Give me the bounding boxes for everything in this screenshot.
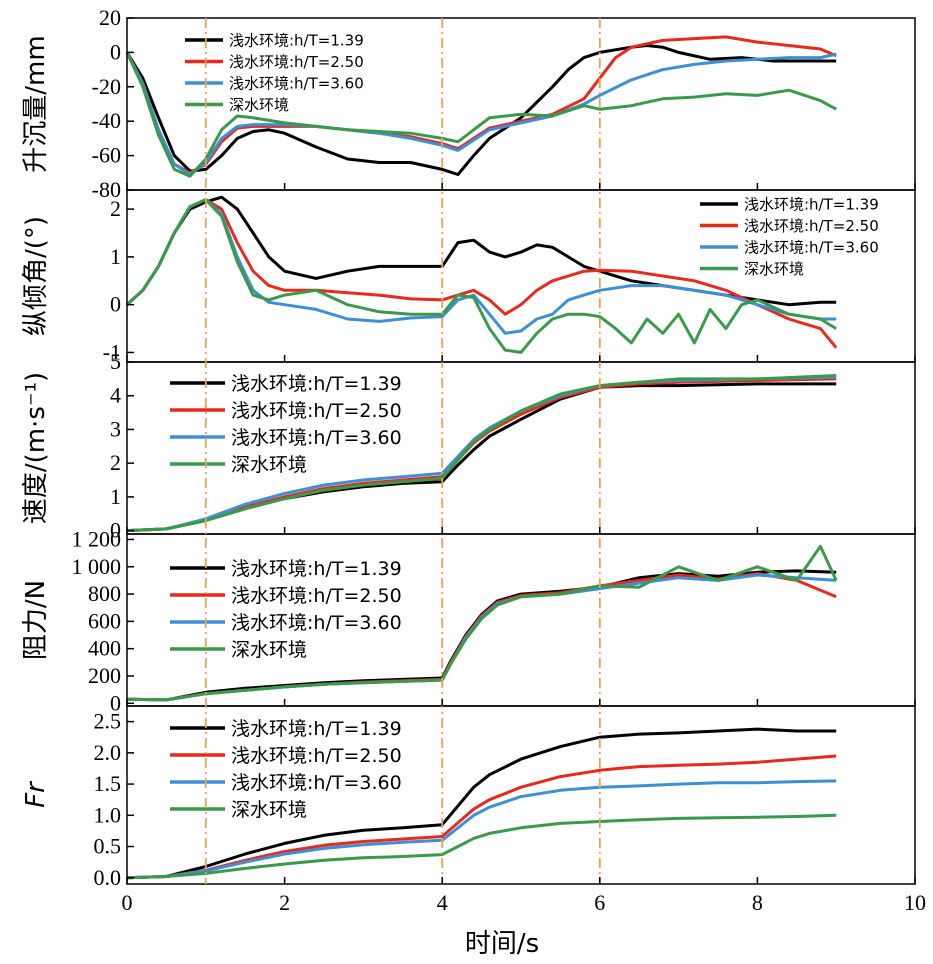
legend-label: 浅水环境:h/T=3.60 (231, 772, 402, 794)
panel-3: 5 4 3 2 1 0 速度/(m·s⁻¹) 浅水环境:h/T=1.39 浅水环境:h/T=2.… (21, 349, 916, 543)
y-tick-label: 0.0 (94, 865, 122, 890)
y-tick-label: 600 (88, 608, 121, 633)
legend-label: 浅水环境:h/T=1.39 (744, 195, 879, 213)
legend-label: 深水环境 (744, 260, 804, 278)
x-axis-label: 时间/s (465, 929, 539, 959)
x-tick-label: 6 (594, 890, 605, 915)
y-tick-label: 1 (110, 244, 121, 269)
series-line-1 (125, 44, 837, 176)
x-tick-label: 4 (437, 890, 448, 915)
y-tick-label: 0 (110, 39, 121, 64)
legend: 浅水环境:h/T=1.39 浅水环境:h/T=2.50 浅水环境:h/T=3.60 深… (170, 373, 402, 476)
y-tick-label: 2.5 (94, 709, 122, 734)
y-tick-label: 1.0 (94, 802, 122, 827)
y-tick-label: 1.5 (94, 771, 122, 796)
panel-2: 210-1纵倾角/(°)浅水环境:h/T=1.39浅水环境:h/T=2.50浅水… (21, 189, 916, 364)
y-tick-label: 200 (88, 663, 121, 688)
y-tick-label: -20 (92, 74, 121, 99)
legend: 浅水环境:h/T=1.39 浅水环境:h/T=2.50 浅水环境:h/T=3.60 深… (185, 31, 364, 114)
legend-label: 浅水环境:h/T=3.60 (229, 74, 364, 92)
y-tick-label: 800 (88, 581, 121, 606)
series-line-4 (126, 813, 837, 880)
series-line-2 (126, 754, 837, 880)
panel-5: 2.52.01.51.00.50.0Fr浅水环境:h/T=1.39浅水环境:h/… (21, 705, 916, 890)
y-tick-label: 2 (110, 450, 121, 475)
series-line-4 (126, 374, 837, 533)
y-tick-label: 5 (110, 349, 121, 374)
y-tick-label: 0.5 (94, 834, 122, 859)
legend-label: 浅水环境:h/T=1.39 (231, 718, 402, 740)
y-axis-label: 阻力/N (21, 580, 51, 660)
legend-label: 深水环境 (231, 454, 307, 476)
legend-label: 深水环境 (231, 639, 307, 661)
y-tick-label: 1 200 (72, 526, 122, 551)
legend-label: 浅水环境:h/T=1.39 (229, 31, 364, 49)
y-tick-label: -60 (92, 143, 121, 168)
series-line-1 (126, 727, 837, 880)
series-line-3 (126, 779, 837, 880)
series-line-4 (126, 544, 838, 702)
x-tick-label: 2 (279, 890, 290, 915)
legend-label: 浅水环境:h/T=3.60 (231, 612, 402, 634)
y-axis-label: 升沉量/mm (21, 35, 51, 172)
legend-label: 浅水环境:h/T=1.39 (231, 558, 402, 580)
y-tick-label: 0 (110, 690, 121, 715)
y-tick-label: 1 (110, 484, 121, 509)
x-tick-label: 0 (122, 890, 133, 915)
legend-label: 浅水环境:h/T=2.50 (231, 585, 402, 607)
y-tick-label: -40 (92, 108, 121, 133)
legend-label: 浅水环境:h/T=2.50 (231, 745, 402, 767)
y-axis-label: 纵倾角/(°) (21, 216, 51, 336)
y-axis-label: 速度/(m·s⁻¹) (21, 372, 51, 524)
y-tick-label: 4 (110, 383, 121, 408)
legend-label: 浅水环境:h/T=2.50 (229, 53, 364, 71)
y-tick-label: 1 000 (72, 554, 122, 579)
x-tick-label: 10 (904, 890, 926, 915)
x-tick-label: 8 (752, 890, 763, 915)
y-tick-label: -1 (103, 339, 121, 364)
legend-label: 浅水环境:h/T=2.50 (744, 217, 879, 235)
y-tick-label: 20 (99, 5, 121, 30)
y-tick-label: 2 (110, 196, 121, 221)
legend: 浅水环境:h/T=1.39 浅水环境:h/T=2.50 浅水环境:h/T=3.60 深… (170, 718, 402, 821)
y-tick-label: 400 (88, 636, 121, 661)
x-axis: 0 2 4 6 8 10 (122, 183, 926, 915)
series-line-3 (125, 51, 837, 176)
legend: 浅水环境:h/T=1.39 浅水环境:h/T=2.50 浅水环境:h/T=3.60 深… (170, 558, 402, 661)
panel-frame (126, 705, 916, 885)
legend-label: 浅水环境:h/T=2.50 (231, 400, 402, 422)
phase-markers (204, 18, 601, 884)
y-tick-label: 0 (110, 518, 121, 543)
legend-label: 浅水环境:h/T=3.60 (231, 427, 402, 449)
y-tick-label: 3 (110, 416, 121, 441)
series-line-4 (125, 198, 837, 354)
y-tick-label: -80 (92, 177, 121, 202)
series-line-2 (125, 198, 838, 349)
legend: 浅水环境:h/T=1.39 浅水环境:h/T=2.50 浅水环境:h/T=3.60 深… (700, 195, 879, 278)
legend-label: 深水环境 (231, 799, 307, 821)
legend-label: 浅水环境:h/T=1.39 (231, 373, 402, 395)
y-tick-label: 0 (110, 292, 121, 317)
series-line-4 (125, 51, 837, 178)
legend-label: 深水环境 (229, 96, 289, 114)
y-tick-label: 2.0 (94, 740, 122, 765)
y-axis-label: Fr (21, 780, 51, 808)
legend-label: 浅水环境:h/T=3.60 (744, 238, 879, 256)
